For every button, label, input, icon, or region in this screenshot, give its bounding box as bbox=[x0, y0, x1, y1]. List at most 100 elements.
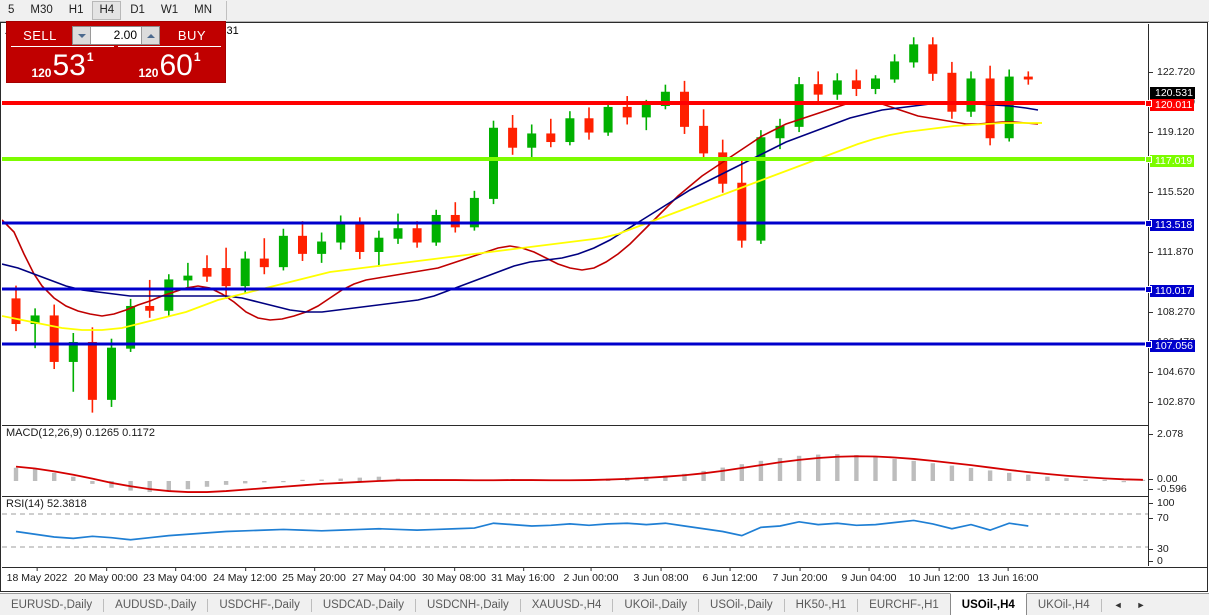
chart-tab-usdcnh-daily[interactable]: USDCNH-,Daily bbox=[426, 599, 509, 611]
rsi-tick: 70 bbox=[1149, 513, 1169, 524]
price-level-label-117019[interactable]: 117.019 bbox=[1150, 155, 1195, 167]
chart-tab-audusd-daily[interactable]: AUDUSD-,Daily bbox=[115, 599, 197, 611]
chart-tab-eurusd-daily[interactable]: EURUSD-,Daily bbox=[11, 599, 93, 611]
chart-window[interactable]: USOil-,H4 120.646 120.646 120.479 120.53… bbox=[0, 22, 1208, 592]
price-axis[interactable]: 122.720 120.920 119.120 117.270 115.520 … bbox=[1145, 24, 1208, 566]
macd-tick: 0.00 bbox=[1149, 474, 1177, 485]
candle-body bbox=[680, 91, 689, 127]
time-tick: 9 Jun 04:00 bbox=[841, 567, 897, 584]
chart-tab-usdcad-daily[interactable]: USDCAD-,Daily bbox=[322, 599, 404, 611]
price-level-label-113518[interactable]: 113.518 bbox=[1150, 219, 1195, 231]
volume-increment-button[interactable] bbox=[141, 27, 159, 44]
time-tick: 2 Jun 00:00 bbox=[563, 567, 619, 584]
price-tick: 119.120 bbox=[1149, 127, 1194, 138]
tab-divider bbox=[414, 598, 416, 612]
time-axis[interactable]: 18 May 2022 20 May 00:00 23 May 04:00 24… bbox=[2, 567, 1208, 591]
macd-tick: -0.596 bbox=[1149, 484, 1187, 495]
macd-bar bbox=[204, 481, 210, 487]
candle-body bbox=[737, 182, 747, 241]
caret-down-icon bbox=[77, 33, 86, 38]
macd-bar bbox=[52, 472, 57, 481]
volume-input[interactable]: 2.00 bbox=[113, 28, 137, 42]
candle-body bbox=[469, 197, 479, 228]
line-handle-113518[interactable] bbox=[1145, 220, 1152, 227]
chart-tab-hk50-h1[interactable]: HK50-,H1 bbox=[795, 599, 847, 611]
line-handle-110017[interactable] bbox=[1145, 286, 1152, 293]
candle-body bbox=[374, 237, 384, 252]
timeframe-button-m30[interactable]: M30 bbox=[30, 4, 53, 16]
timeframe-button-d1[interactable]: D1 bbox=[130, 4, 145, 16]
candle-body bbox=[660, 91, 670, 107]
sell-button[interactable]: SELL bbox=[23, 28, 57, 43]
chart-tab-usoil-daily[interactable]: USOil-,Daily bbox=[710, 599, 773, 611]
chart-tab-ukoil-h4[interactable]: UKOil-,H4 bbox=[1037, 599, 1090, 611]
last-price-label: 120.531 bbox=[1150, 87, 1195, 99]
macd-bar bbox=[758, 460, 764, 481]
candle-body bbox=[49, 315, 59, 362]
volume-stepper[interactable]: 2.00 bbox=[72, 26, 160, 45]
buy-price-button[interactable]: 120 60 1 bbox=[118, 46, 221, 82]
chart-tab-xauusd-h4[interactable]: XAUUSD-,H4 bbox=[531, 599, 602, 611]
candle-body bbox=[412, 228, 422, 243]
macd-bar bbox=[13, 467, 19, 481]
one-click-header: SELL 2.00 BUY bbox=[7, 22, 225, 46]
sell-price-button[interactable]: 120 53 1 bbox=[11, 46, 114, 82]
macd-bar bbox=[338, 478, 343, 481]
timeframe-button-h4[interactable]: H4 bbox=[92, 1, 122, 20]
ma-slow-line bbox=[2, 122, 1042, 331]
macd-bar bbox=[816, 454, 821, 481]
macd-bar bbox=[892, 458, 897, 481]
buy-price-fraction: 1 bbox=[193, 50, 201, 64]
chart-tab-bar[interactable]: EURUSD-,Daily AUDUSD-,Daily USDCHF-,Dail… bbox=[0, 593, 1209, 615]
timeframe-button-w1[interactable]: W1 bbox=[160, 4, 179, 16]
tab-prev-arrow-icon[interactable]: ◄ bbox=[1113, 600, 1123, 610]
tab-next-arrow-icon[interactable]: ► bbox=[1136, 600, 1146, 610]
price-tick: 115.520 bbox=[1149, 187, 1194, 198]
buy-price-main: 60 bbox=[159, 49, 193, 82]
macd-pane[interactable]: MACD(12,26,9) 0.1265 0.1172 bbox=[2, 425, 1148, 496]
chart-tab-usoil-h4[interactable]: USOil-,H4 bbox=[949, 593, 1027, 615]
tab-divider bbox=[783, 598, 785, 612]
price-tick: 108.270 bbox=[1149, 307, 1195, 318]
macd-bar bbox=[796, 455, 802, 481]
macd-bar bbox=[32, 469, 38, 481]
macd-bar bbox=[1026, 474, 1031, 481]
tab-divider bbox=[310, 598, 312, 612]
one-click-trading-panel[interactable]: SELL 2.00 BUY 120 53 1 120 60 1 bbox=[6, 21, 226, 83]
macd-bar bbox=[949, 465, 955, 481]
macd-histogram bbox=[13, 454, 1146, 493]
chart-tab-ukoil-daily[interactable]: UKOil-,Daily bbox=[624, 599, 688, 611]
chart-tab-eurchf-h1[interactable]: EURCHF-,H1 bbox=[869, 599, 939, 611]
chart-tab-usdchf-daily[interactable]: USDCHF-,Daily bbox=[219, 599, 300, 611]
macd-bar bbox=[777, 457, 783, 481]
macd-bar bbox=[147, 481, 152, 493]
timeframe-button-mn[interactable]: MN bbox=[194, 4, 213, 16]
macd-bar bbox=[1007, 472, 1012, 481]
ma-fast-line bbox=[2, 101, 1039, 321]
timeframe-button-m15[interactable]: 5 bbox=[8, 4, 15, 16]
candle-body bbox=[278, 235, 288, 268]
price-level-label-107056[interactable]: 107.056 bbox=[1150, 340, 1195, 352]
line-handle-107056[interactable] bbox=[1145, 341, 1152, 348]
price-level-label-110017[interactable]: 110.017 bbox=[1150, 285, 1195, 297]
macd-bar bbox=[357, 477, 362, 481]
time-tick: 23 May 04:00 bbox=[143, 567, 207, 584]
candle-body bbox=[355, 224, 365, 252]
volume-decrement-button[interactable] bbox=[73, 27, 91, 44]
timeframe-button-h1[interactable]: H1 bbox=[68, 4, 84, 16]
price-pane[interactable] bbox=[2, 24, 1148, 424]
rsi-axis: 100 70 30 0 bbox=[1148, 496, 1208, 567]
rsi-pane[interactable]: RSI(14) 52.3818 bbox=[2, 496, 1148, 566]
line-handle-117019[interactable] bbox=[1145, 156, 1152, 163]
candle-body bbox=[336, 224, 346, 243]
buy-button[interactable]: BUY bbox=[177, 28, 207, 43]
time-tick: 27 May 04:00 bbox=[352, 567, 416, 584]
candlestick-series bbox=[11, 37, 1033, 413]
candle-body bbox=[756, 137, 766, 241]
tab-divider bbox=[103, 598, 105, 612]
tab-divider bbox=[857, 598, 859, 612]
candle-body bbox=[202, 268, 212, 277]
price-level-label-120011[interactable]: 120.011 bbox=[1150, 99, 1195, 111]
line-handle-120011[interactable] bbox=[1145, 100, 1152, 107]
